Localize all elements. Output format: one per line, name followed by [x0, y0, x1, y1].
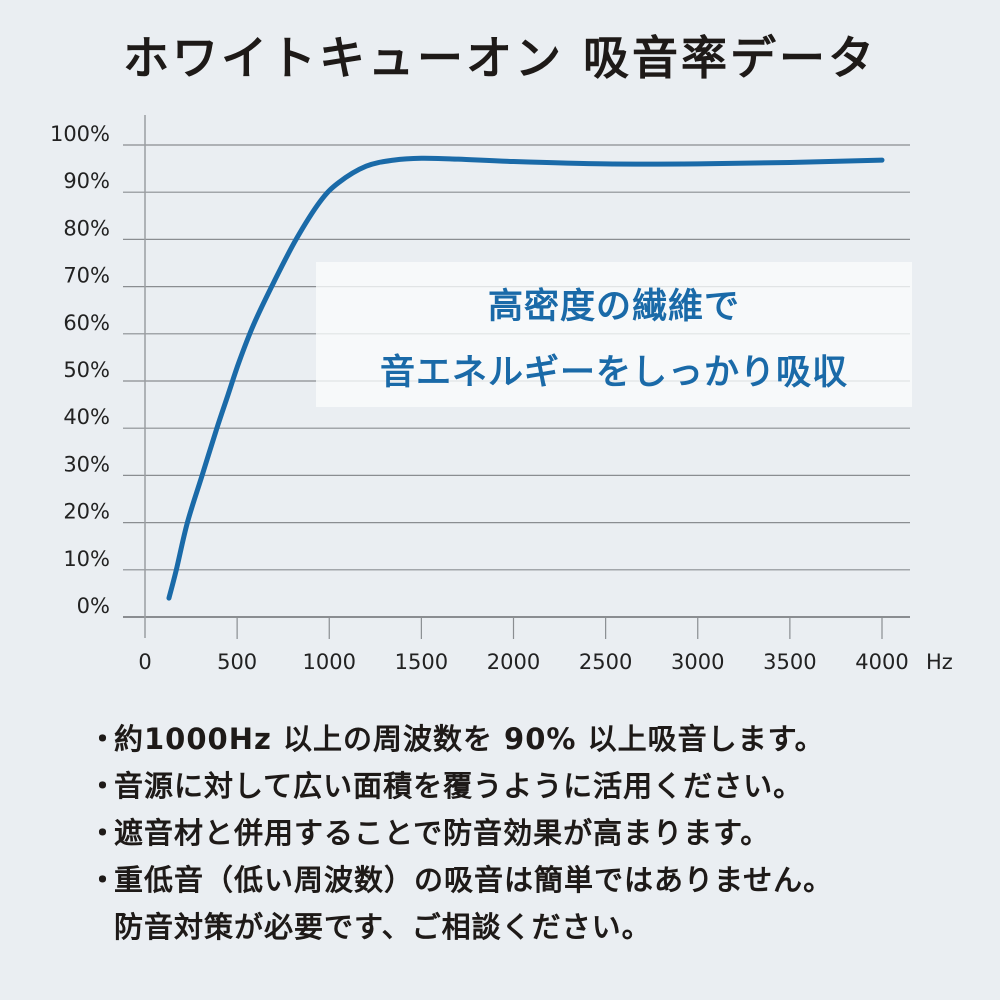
x-tick-label: 0 — [138, 650, 151, 674]
callout-line-1: 高密度の繊維で — [487, 287, 740, 327]
y-tick-label: 60% — [63, 311, 110, 335]
x-tick-label: 4000 — [855, 650, 908, 674]
note-item: ・遮音材と併用することで防音効果が高まります。 — [88, 810, 988, 857]
x-axis-unit: Hz — [926, 650, 953, 674]
bullet-icon: ・ — [88, 769, 119, 803]
note-item: ・重低音（低い周波数）の吸音は簡単ではありません。 — [88, 857, 988, 904]
note-text: 遮音材と併用することで防音効果が高まります。 — [114, 816, 771, 850]
x-tick-label: 1000 — [303, 650, 356, 674]
chart-gridlines — [123, 115, 910, 638]
callout-line-2: 音エネルギーをしっかり吸収 — [379, 353, 848, 393]
y-tick-label: 80% — [63, 216, 110, 240]
x-tick-label: 3500 — [763, 650, 816, 674]
y-tick-label: 20% — [63, 500, 110, 524]
notes-list: ・約1000Hz 以上の周波数を 90% 以上吸音します。 ・音源に対して広い面… — [88, 716, 988, 951]
callout-box: 高密度の繊維で 音エネルギーをしっかり吸収 — [316, 262, 912, 407]
page-title: ホワイトキューオン 吸音率データ — [122, 31, 877, 85]
note-text: 約1000Hz 以上の周波数を 90% 以上吸音します。 — [114, 722, 825, 756]
y-tick-label: 40% — [63, 405, 110, 429]
x-tick-label: 1500 — [395, 650, 448, 674]
y-tick-label: 70% — [63, 264, 110, 288]
note-continuation: 防音対策が必要です、ご相談ください。 — [114, 910, 652, 944]
absorption-chart: 0% 10% 20% 30% 40% 50% 60% 70% 80% 90% 100% 0 500 10… — [50, 115, 953, 674]
y-tick-label: 90% — [63, 169, 110, 193]
y-tick-label: 50% — [63, 358, 110, 382]
note-item: ・音源に対して広い面積を覆うように活用ください。 — [88, 763, 988, 810]
bullet-icon: ・ — [88, 816, 119, 850]
x-axis: 0 500 1000 1500 2000 2500 3000 3500 4000 Hz — [138, 617, 953, 674]
bullet-icon: ・ — [88, 722, 119, 756]
note-item: ・約1000Hz 以上の周波数を 90% 以上吸音します。 — [88, 716, 988, 763]
y-tick-label: 100% — [50, 122, 110, 146]
x-tick-label: 3000 — [671, 650, 724, 674]
y-tick-label: 30% — [63, 452, 110, 476]
note-text: 重低音（低い周波数）の吸音は簡単ではありません。 — [114, 863, 834, 897]
x-tick-label: 2000 — [487, 650, 540, 674]
x-tick-label: 500 — [217, 650, 257, 674]
y-axis: 0% 10% 20% 30% 40% 50% 60% 70% 80% 90% 100% — [50, 122, 110, 618]
note-text: 音源に対して広い面積を覆うように活用ください。 — [114, 769, 804, 803]
y-tick-label: 10% — [63, 547, 110, 571]
y-tick-label: 0% — [77, 594, 110, 618]
bullet-icon: ・ — [88, 863, 119, 897]
absorption-curve — [166, 155, 885, 601]
x-tick-label: 2500 — [579, 650, 632, 674]
